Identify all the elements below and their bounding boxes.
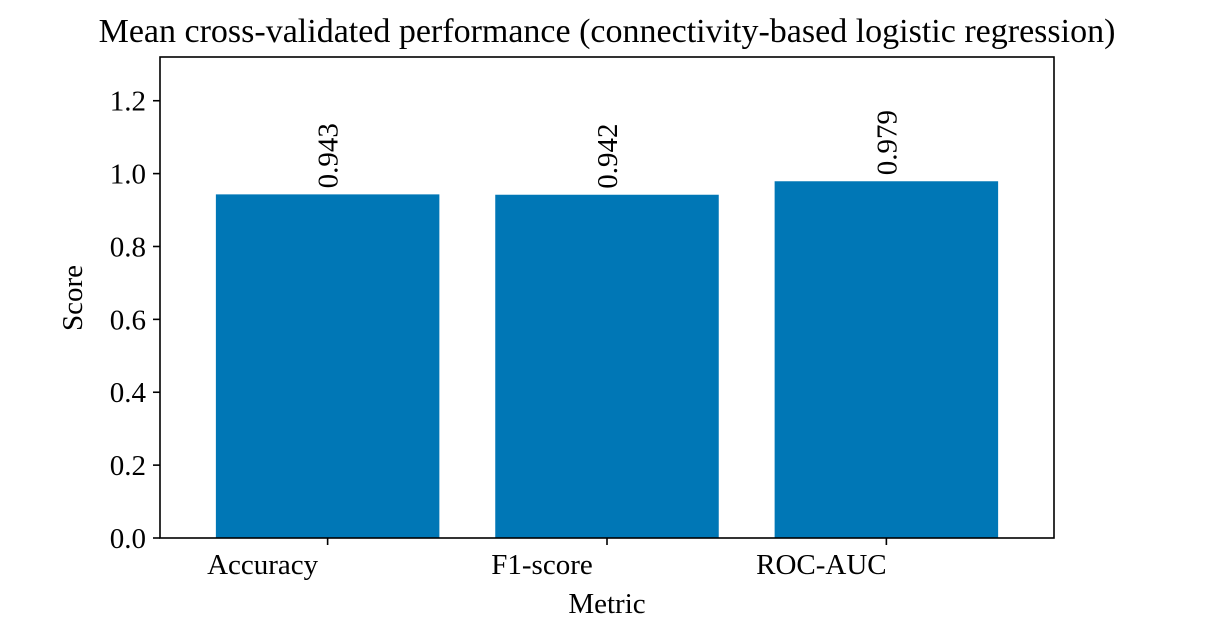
x-axis-label: Metric (568, 588, 645, 620)
chart-title: Mean cross-validated performance (connec… (99, 13, 1116, 50)
data-labels-group: 0.943 0.942 0.979 (313, 110, 904, 189)
y-tick-label: 1.0 (110, 159, 146, 191)
bar-f1-score (495, 194, 719, 538)
x-tick-label: Accuracy (207, 549, 319, 581)
bars-group (215, 181, 999, 538)
y-tick-label: 0.8 (110, 231, 146, 263)
bar-accuracy (215, 194, 440, 538)
x-tick-label: ROC-AUC (756, 549, 887, 581)
x-tick-label: F1-score (491, 549, 592, 581)
y-tick-label: 0.6 (110, 304, 146, 336)
bar-roc-auc (774, 181, 999, 538)
y-axis: 0.0 0.2 0.4 0.6 0.8 1.0 1.2 (110, 86, 160, 555)
data-label: 0.942 (592, 123, 624, 188)
y-tick-label: 0.2 (110, 450, 146, 482)
x-axis: Accuracy F1-score ROC-AUC (207, 538, 888, 581)
y-tick-label: 1.2 (110, 86, 146, 118)
y-axis-label: Score (57, 265, 89, 331)
y-tick-label: 0.4 (110, 377, 147, 409)
y-tick-label: 0.0 (110, 523, 146, 555)
data-label: 0.943 (313, 123, 345, 188)
data-label: 0.979 (871, 110, 903, 175)
